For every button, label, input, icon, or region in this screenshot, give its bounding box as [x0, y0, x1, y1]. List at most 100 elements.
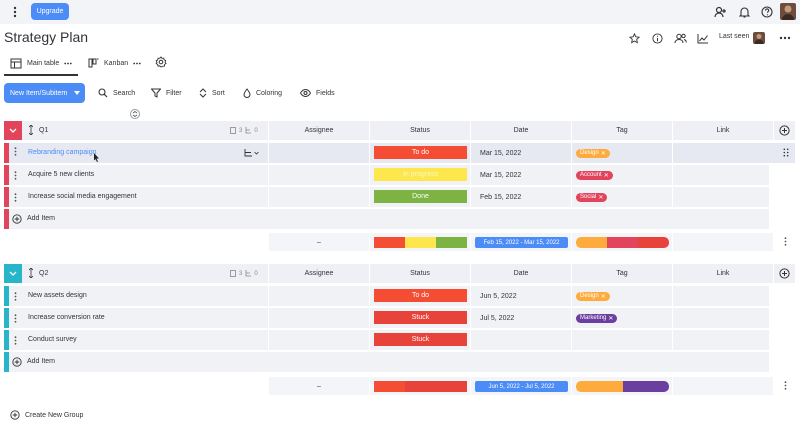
bell-icon[interactable] — [737, 5, 751, 19]
tab-options-icon[interactable] — [133, 62, 141, 65]
assignee-cell[interactable] — [268, 143, 369, 163]
status-cell[interactable]: In progress — [369, 165, 470, 185]
more-vertical-icon[interactable] — [10, 5, 20, 19]
status-summary[interactable] — [369, 233, 470, 251]
caret-down-icon[interactable] — [74, 91, 80, 95]
date-cell[interactable] — [470, 330, 571, 350]
item-name[interactable]: Increase conversion rate — [28, 314, 105, 321]
row-menu-icon[interactable] — [14, 193, 17, 202]
drag-handle-icon[interactable] — [29, 268, 33, 278]
avatar[interactable] — [780, 3, 796, 20]
status-cell[interactable]: Stuck — [369, 308, 470, 328]
column-header-status[interactable]: Status — [369, 121, 470, 140]
column-header-tag[interactable]: Tag — [571, 264, 672, 283]
status-cell[interactable]: Stuck — [369, 330, 470, 350]
status-cell[interactable]: To do — [369, 143, 470, 163]
date-summary[interactable]: Feb 15, 2022 - Mar 15, 2022 — [470, 233, 571, 251]
info-icon[interactable] — [651, 32, 663, 44]
tag-cell[interactable]: Design ✕ — [571, 286, 672, 306]
add-item-row[interactable]: Add Item — [4, 352, 769, 372]
tag-summary[interactable] — [571, 377, 672, 395]
row-menu-icon[interactable] — [14, 292, 17, 301]
link-cell[interactable] — [672, 308, 769, 328]
tag-chip[interactable]: Design ✕ — [576, 291, 610, 301]
tag-chip[interactable]: Design ✕ — [576, 148, 610, 158]
new-item-button[interactable]: New Item/Subitem — [4, 83, 85, 103]
column-header-assignee[interactable]: Assignee — [268, 121, 369, 140]
link-cell[interactable] — [672, 187, 769, 207]
status-cell[interactable]: To do — [369, 286, 470, 306]
column-header-assignee[interactable]: Assignee — [268, 264, 369, 283]
close-icon[interactable]: ✕ — [598, 194, 604, 201]
activity-chart-icon[interactable] — [697, 32, 709, 44]
row-menu-icon[interactable] — [14, 171, 17, 180]
column-header-date[interactable]: Date — [470, 264, 571, 283]
date-cell[interactable]: Jun 5, 2022 — [470, 286, 571, 306]
add-item-label[interactable]: Add Item — [27, 358, 56, 365]
group-name[interactable]: Q2 — [39, 270, 49, 277]
row-menu-icon[interactable] — [14, 314, 17, 323]
collapse-all-icon[interactable] — [130, 109, 140, 119]
tag-cell[interactable]: Marketing ✕ — [571, 308, 672, 328]
group-toggle-q2[interactable] — [4, 264, 22, 283]
search-button[interactable]: Search — [98, 86, 135, 100]
group-toggle-q1[interactable] — [4, 121, 22, 140]
tag-chip[interactable]: Account ✕ — [576, 170, 613, 180]
table-row[interactable]: Increase social media engagement Done Fe… — [4, 187, 769, 207]
add-item-row[interactable]: Add Item — [4, 209, 769, 229]
table-row[interactable]: New assets design To do Jun 5, 2022 Desi… — [4, 286, 769, 306]
item-name[interactable]: New assets design — [28, 292, 87, 299]
column-header-date[interactable]: Date — [470, 121, 571, 140]
add-column-button[interactable] — [773, 121, 795, 140]
link-cell[interactable] — [672, 165, 769, 185]
column-header-link[interactable]: Link — [672, 121, 773, 140]
link-cell[interactable] — [672, 286, 769, 306]
tag-summary[interactable] — [571, 233, 672, 251]
item-name[interactable]: Conduct survey — [28, 336, 77, 343]
table-row[interactable]: Conduct survey Stuck — [4, 330, 769, 350]
date-cell[interactable]: Mar 15, 2022 — [470, 143, 571, 163]
add-user-icon[interactable] — [713, 5, 727, 19]
assignee-cell[interactable] — [268, 187, 369, 207]
add-column-button[interactable] — [773, 264, 795, 283]
column-header-link[interactable]: Link — [672, 264, 773, 283]
tag-cell[interactable]: Account ✕ — [571, 165, 672, 185]
close-icon[interactable]: ✕ — [600, 293, 606, 300]
date-summary[interactable]: Jun 5, 2022 - Jul 5, 2022 — [470, 377, 571, 395]
assignee-cell[interactable] — [268, 165, 369, 185]
column-header-tag[interactable]: Tag — [571, 121, 672, 140]
close-icon[interactable]: ✕ — [600, 150, 606, 157]
tag-cell[interactable] — [571, 330, 672, 350]
table-row[interactable]: Rebranding campaign To do Mar 15, 2022 D… — [4, 143, 795, 163]
item-name[interactable]: Increase social media engagement — [28, 193, 137, 200]
date-cell[interactable]: Mar 15, 2022 — [470, 165, 571, 185]
close-icon[interactable]: ✕ — [603, 172, 609, 179]
more-horizontal-icon[interactable] — [779, 33, 791, 43]
last-seen-avatar[interactable] — [753, 32, 765, 44]
people-icon[interactable] — [673, 32, 687, 44]
assignee-cell[interactable] — [268, 330, 369, 350]
star-icon[interactable] — [628, 32, 640, 44]
tag-cell[interactable]: Design ✕ — [571, 143, 672, 163]
item-name[interactable]: Rebranding campaign — [28, 149, 97, 156]
add-item-label[interactable]: Add Item — [27, 215, 56, 222]
tab-kanban[interactable]: Kanban — [88, 52, 141, 74]
drag-handle-icon[interactable] — [29, 125, 33, 135]
tag-cell[interactable]: Social ✕ — [571, 187, 672, 207]
assignee-cell[interactable] — [268, 308, 369, 328]
last-seen-label[interactable]: Last seen — [719, 33, 750, 40]
row-menu-icon[interactable] — [14, 336, 17, 345]
fields-button[interactable]: Fields — [300, 86, 335, 100]
link-cell[interactable] — [672, 330, 769, 350]
upgrade-button[interactable]: Upgrade — [31, 3, 69, 20]
help-icon[interactable] — [760, 5, 774, 19]
status-cell[interactable]: Done — [369, 187, 470, 207]
settings-gear-icon[interactable] — [155, 56, 167, 68]
item-name[interactable]: Acquire 5 new clients — [28, 171, 95, 178]
assignee-cell[interactable] — [268, 286, 369, 306]
summary-menu-icon[interactable] — [784, 381, 787, 390]
table-row[interactable]: Acquire 5 new clients In progress Mar 15… — [4, 165, 769, 185]
date-cell[interactable]: Feb 15, 2022 — [470, 187, 571, 207]
close-icon[interactable]: ✕ — [608, 315, 614, 322]
summary-menu-icon[interactable] — [784, 237, 787, 246]
